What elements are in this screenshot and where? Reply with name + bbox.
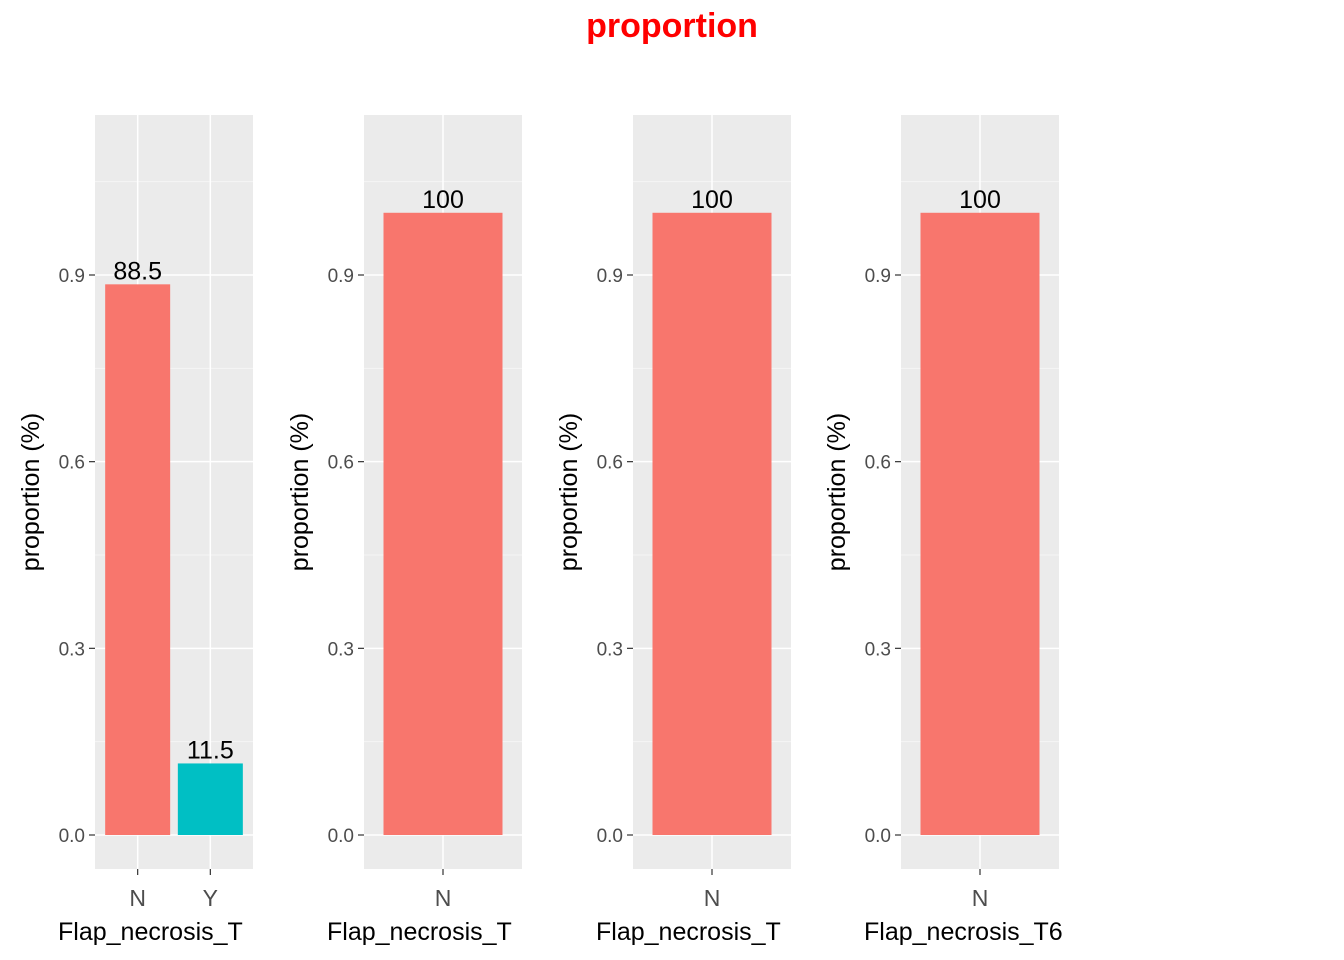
data-label: 100 xyxy=(959,186,1001,214)
y-tick-label: 0.3 xyxy=(597,639,623,660)
y-tick-label: 0.3 xyxy=(328,639,354,660)
data-label: 88.5 xyxy=(113,257,162,285)
panel-1: 0.0 0.3 0.6 0.9 88.5 N 11.5 Y Flap_necrosis_T pro… xyxy=(17,115,253,946)
x-axis-title: Flap_necrosis_T xyxy=(596,918,781,946)
y-tick-label: 0.6 xyxy=(865,453,891,474)
panel-4: 0.0 0.3 0.6 0.9 100 N Flap_necrosis_T6 proporti… xyxy=(823,115,1063,946)
panel-3: 0.0 0.3 0.6 0.9 100 N Flap_necrosis_T proportio… xyxy=(555,115,791,946)
y-tick-label: 0.6 xyxy=(328,453,354,474)
y-tick-label: 0.3 xyxy=(59,639,85,660)
x-axis-title: Flap_necrosis_T6 xyxy=(864,918,1063,946)
y-tick-label: 0.0 xyxy=(865,826,891,847)
x-axis-title: Flap_necrosis_T xyxy=(327,918,512,946)
bar-Y xyxy=(177,763,243,835)
y-tick-label: 0.0 xyxy=(328,826,354,847)
x-tick-label: N xyxy=(129,885,146,911)
x-tick-label: N xyxy=(704,885,721,911)
y-tick-label: 0.9 xyxy=(597,266,623,287)
y-axis-title: proportion (%) xyxy=(286,413,314,571)
y-tick-label: 0.6 xyxy=(597,453,623,474)
y-tick-label: 0.9 xyxy=(865,266,891,287)
y-tick-label: 0.0 xyxy=(597,826,623,847)
y-axis-title: proportion (%) xyxy=(555,413,583,571)
y-tick-label: 0.6 xyxy=(59,453,85,474)
x-tick-label: Y xyxy=(203,885,218,911)
x-tick-label: N xyxy=(972,885,989,911)
chart-title: proportion xyxy=(586,7,758,45)
bar-N xyxy=(105,284,171,835)
y-tick-label: 0.0 xyxy=(59,826,85,847)
data-label: 100 xyxy=(422,186,464,214)
chart-panels: 0.0 0.3 0.6 0.9 88.5 N 11.5 Y Flap_necrosis_T pro… xyxy=(17,115,1063,946)
x-axis-title: Flap_necrosis_T xyxy=(58,918,243,946)
bar-N xyxy=(920,212,1040,835)
y-tick-label: 0.9 xyxy=(328,266,354,287)
bar-N xyxy=(652,212,772,835)
x-tick-label: N xyxy=(435,885,452,911)
data-label: 11.5 xyxy=(187,736,234,764)
data-label: 100 xyxy=(691,186,733,214)
y-axis-title: proportion (%) xyxy=(823,413,851,571)
panel-2: 0.0 0.3 0.6 0.9 100 N Flap_necrosis_T proportio… xyxy=(286,115,522,946)
bar-N xyxy=(383,212,503,835)
y-axis-title: proportion (%) xyxy=(17,413,45,571)
y-tick-label: 0.9 xyxy=(59,266,85,287)
y-tick-label: 0.3 xyxy=(865,639,891,660)
